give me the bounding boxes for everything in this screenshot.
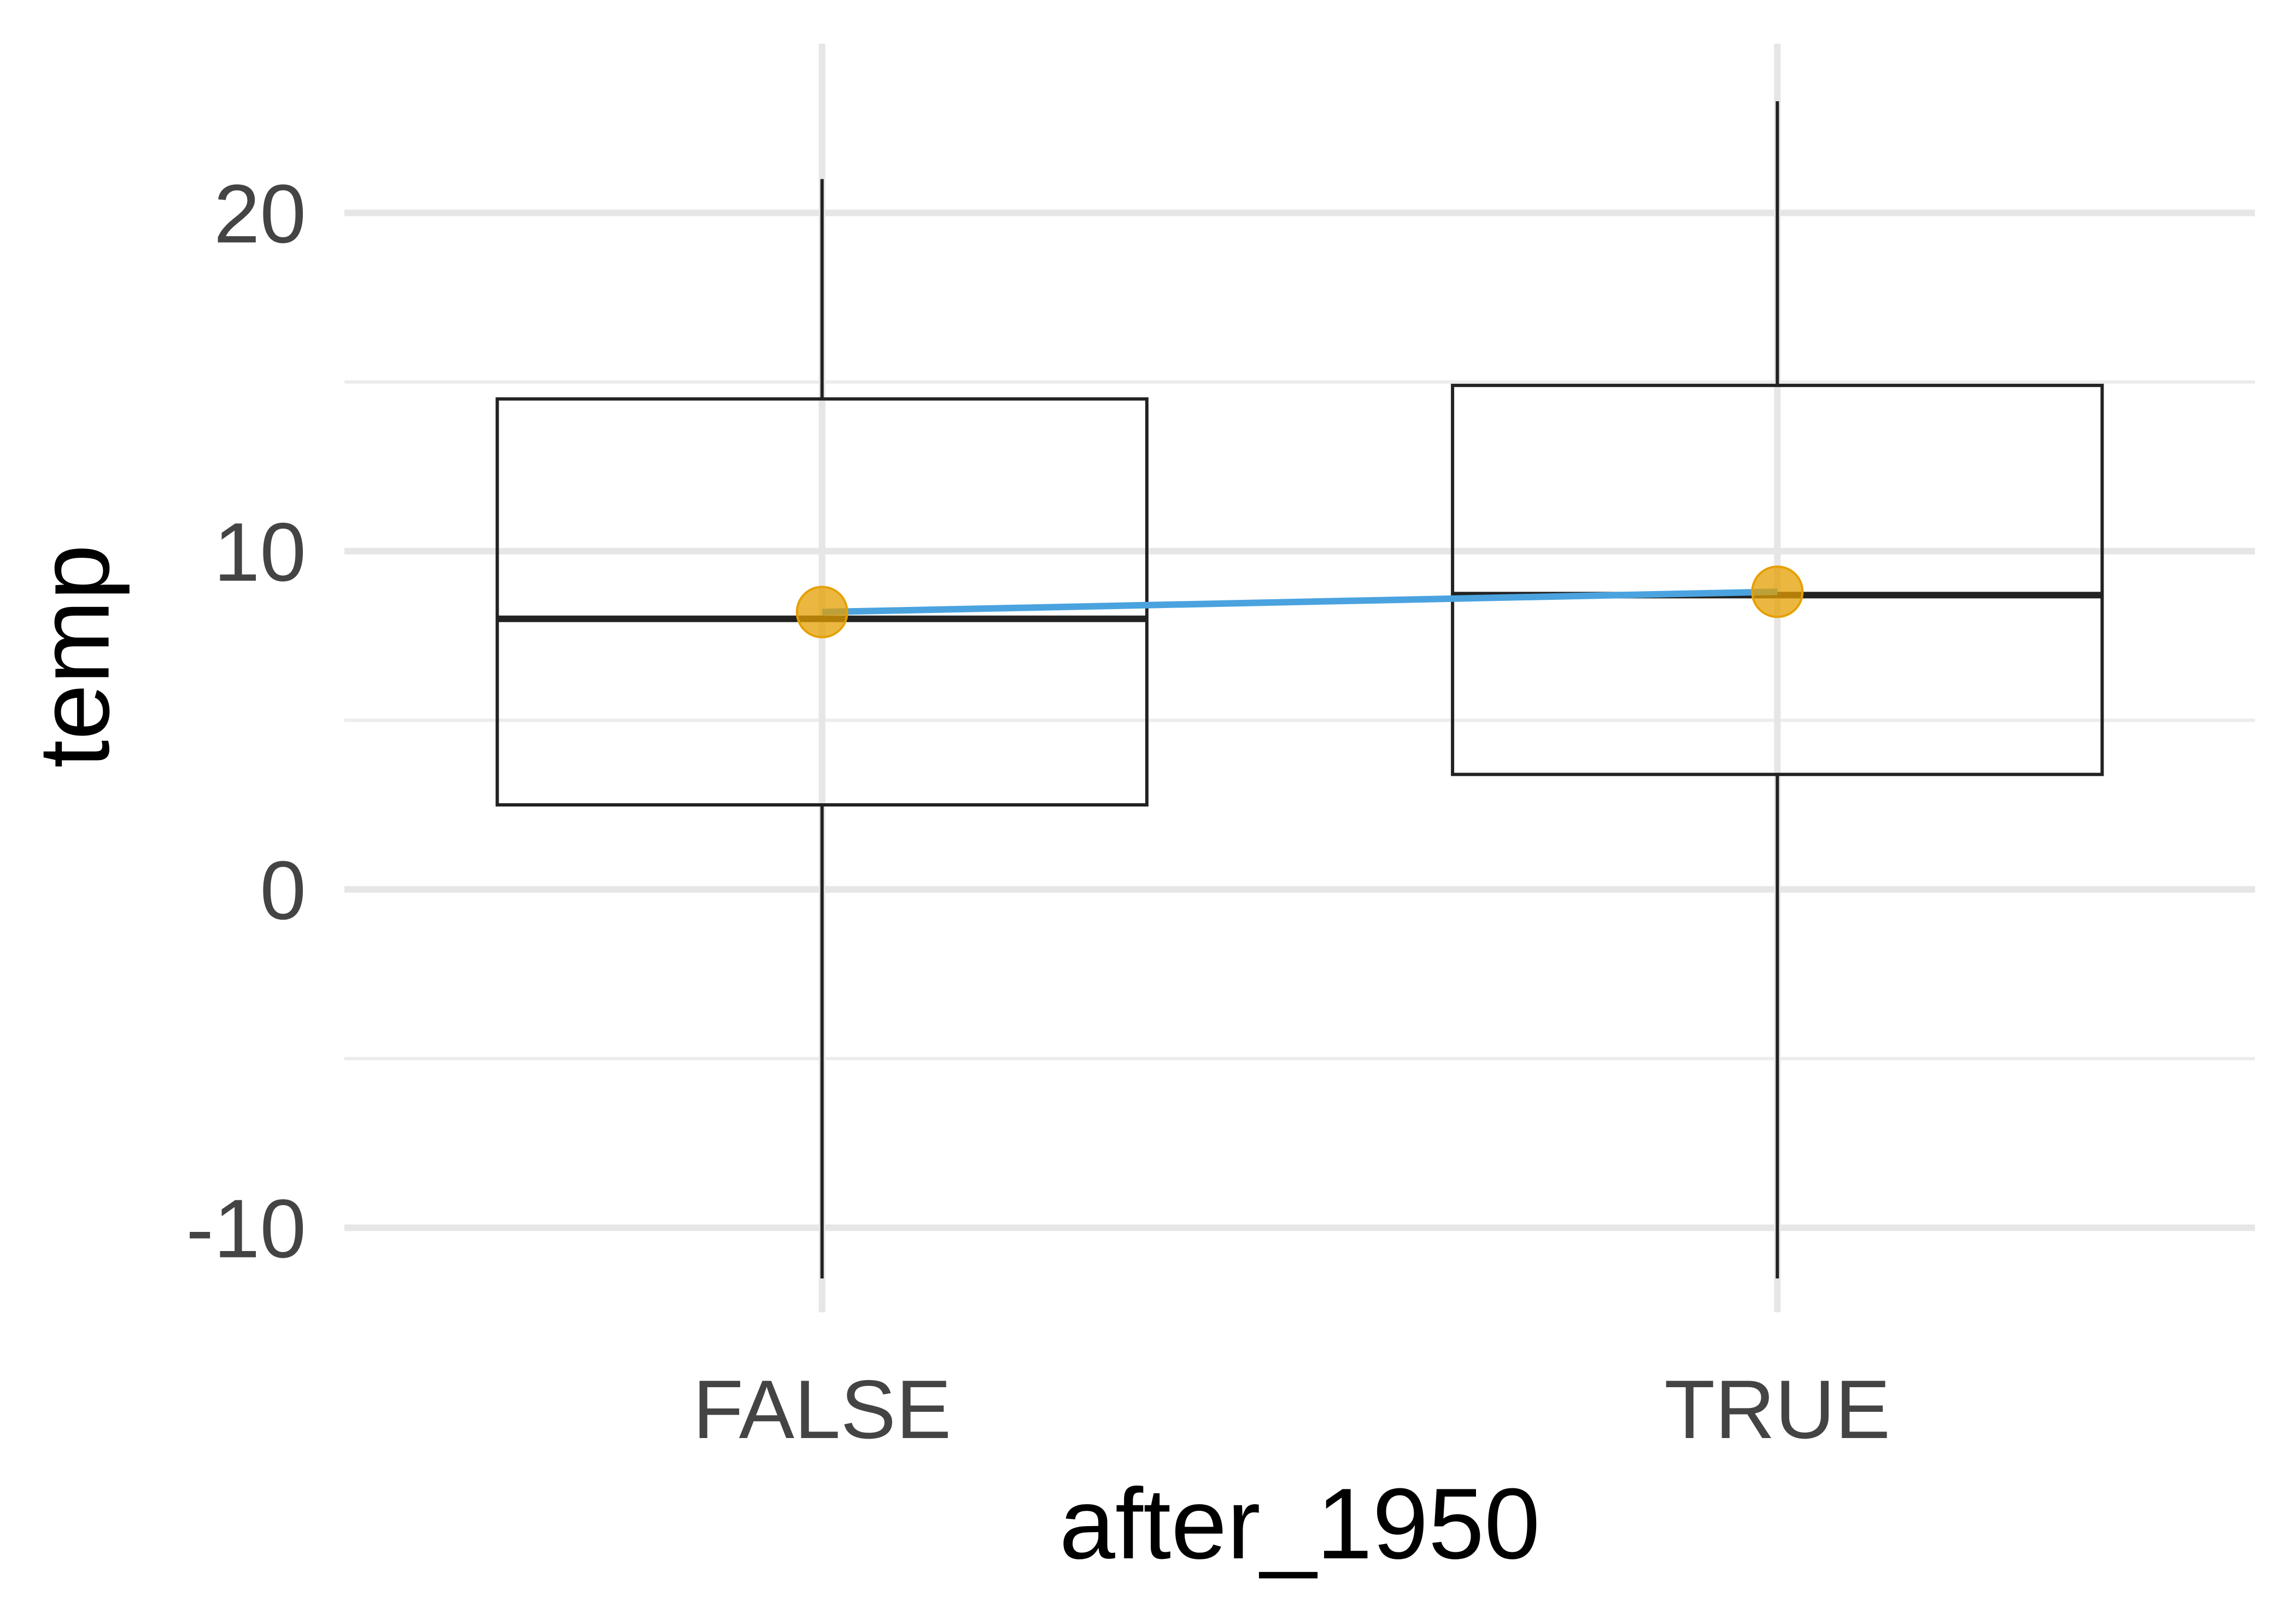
mean-point (795, 586, 848, 639)
y-tick-label: 10 (214, 506, 306, 599)
grid (344, 44, 2255, 1312)
x-tick-label: TRUE (1664, 1363, 1890, 1456)
box-true (1451, 383, 2104, 776)
x-tick-labels: FALSE TRUE (693, 1363, 1890, 1456)
y-tick-label: -10 (186, 1182, 306, 1275)
y-tick-labels: -10 0 10 20 (186, 167, 306, 1275)
mean-point (1751, 565, 1804, 618)
x-axis-title: after_1950 (1059, 1467, 1541, 1580)
boxes (495, 101, 2104, 1279)
y-tick-label: 20 (214, 167, 306, 260)
means (795, 565, 1804, 639)
x-tick-label: FALSE (693, 1363, 951, 1456)
mean-line (822, 588, 1778, 616)
y-tick-label: 0 (260, 844, 306, 937)
y-axis-title: temp (17, 544, 130, 768)
